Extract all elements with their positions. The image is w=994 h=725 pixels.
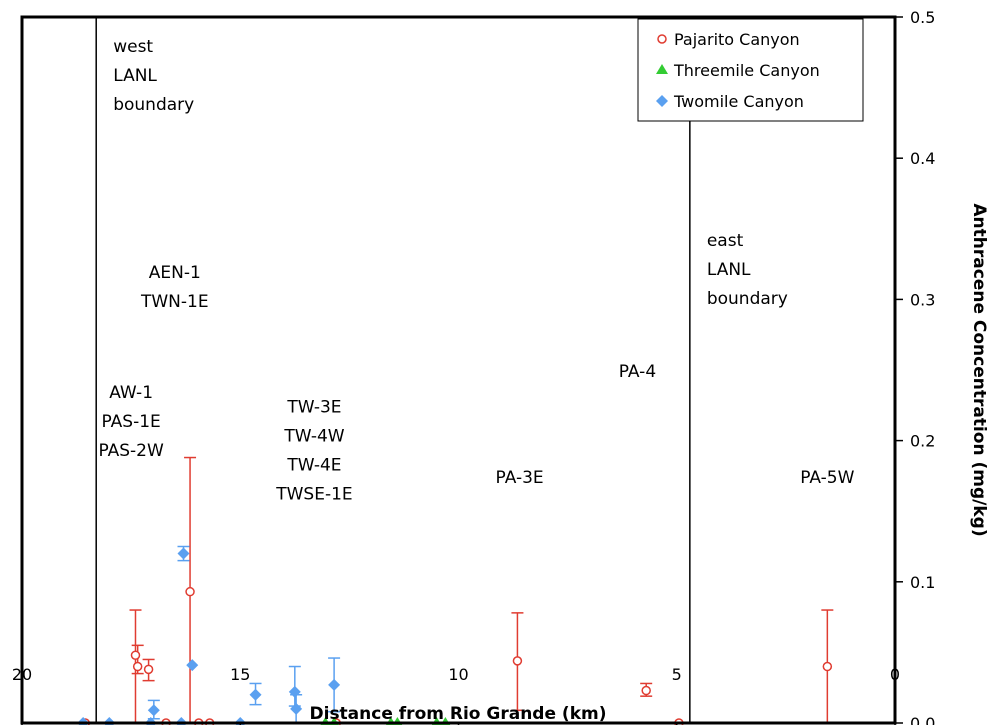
legend-label-1: Threemile Canyon <box>673 61 820 80</box>
boundary-label-1-0: east <box>707 231 744 251</box>
reference-lines <box>95 17 691 723</box>
y-tick-label-5: 0.5 <box>910 8 935 27</box>
legend-label-0: Pajarito Canyon <box>674 30 800 49</box>
legend-marker-0 <box>657 34 667 44</box>
twomile-canyon-point-11 <box>328 678 341 691</box>
legend-marker-2 <box>656 95 668 107</box>
pajarito-canyon-point-5 <box>185 586 195 597</box>
boundary-label-1-1: LANL <box>707 260 751 280</box>
ann-tw3e-line-1: TW-4W <box>283 426 344 446</box>
pajarito-canyon-point-12 <box>822 661 833 672</box>
pajarito-canyon-point-9 <box>512 656 523 666</box>
twomile-canyon-point-8 <box>249 688 262 701</box>
twomile-canyon-point-5 <box>177 547 190 560</box>
boundary-label-0-1: LANL <box>113 66 157 86</box>
legend: Pajarito Canyon Threemile Canyon Twomile C… <box>637 18 864 122</box>
x-axis-title: Distance from Rio Grande (km) <box>310 704 607 724</box>
twomile-canyon-point-3 <box>147 704 160 717</box>
y-axis-title: Anthracene Concentration (mg/kg) <box>969 203 989 536</box>
plot-frame <box>20 15 897 725</box>
pajarito-canyon-point-1 <box>130 650 141 660</box>
boundary-label-1-2: boundary <box>707 289 788 309</box>
x-tick-label-1: 15 <box>230 665 250 684</box>
y-tick-label-1: 0.1 <box>910 573 935 592</box>
ann-tw3e-line-0: TW-3E <box>286 397 341 417</box>
x-tick-label-0: 20 <box>12 665 32 684</box>
ann-aw1-line-2: PAS-2W <box>98 441 164 461</box>
x-tick-label-3: 5 <box>672 665 682 684</box>
ann-tw3e-line-2: TW-4E <box>286 455 341 475</box>
ann-aen1-line-1: TWN-1E <box>140 292 209 312</box>
pajarito-canyon-point-2 <box>132 661 143 672</box>
y-tick-label-2: 0.2 <box>910 432 935 451</box>
ann-pa3e-line-0: PA-3E <box>496 468 544 488</box>
ann-tw3e-line-3: TWSE-1E <box>275 484 352 504</box>
legend-label-2: Twomile Canyon <box>673 92 804 111</box>
twomile-canyon-point-10 <box>290 702 303 715</box>
annotations: west LANL boundary east LANL boundary AW-1 PAS-… <box>98 37 854 504</box>
twomile-canyon-point-9 <box>288 685 301 698</box>
pajarito-canyon-point-10 <box>641 685 651 696</box>
axes: 20 15 10 5 0 0.0 0.1 0.2 0.3 0.4 0.5 <box>12 8 935 725</box>
ann-aen1-line-0: AEN-1 <box>149 263 201 283</box>
ann-aw1-line-1: PAS-1E <box>101 412 160 432</box>
x-tick-label-2: 10 <box>448 665 468 684</box>
ann-pa4-line-0: PA-4 <box>619 362 656 382</box>
boundary-label-0-0: west <box>113 37 153 57</box>
ann-pa5w-line-0: PA-5W <box>800 468 854 488</box>
y-tick-label-3: 0.3 <box>910 290 935 309</box>
legend-marker-1 <box>656 64 668 74</box>
y-tick-label-0: 0.0 <box>910 714 935 725</box>
twomile-canyon-point-6 <box>186 659 199 672</box>
pajarito-canyon-point-3 <box>143 664 154 675</box>
x-tick-label-4: 0 <box>890 665 900 684</box>
y-tick-label-4: 0.4 <box>910 149 935 168</box>
legend-box <box>637 18 864 122</box>
boundary-label-0-2: boundary <box>113 95 194 115</box>
ann-aw1-line-0: AW-1 <box>109 383 153 403</box>
